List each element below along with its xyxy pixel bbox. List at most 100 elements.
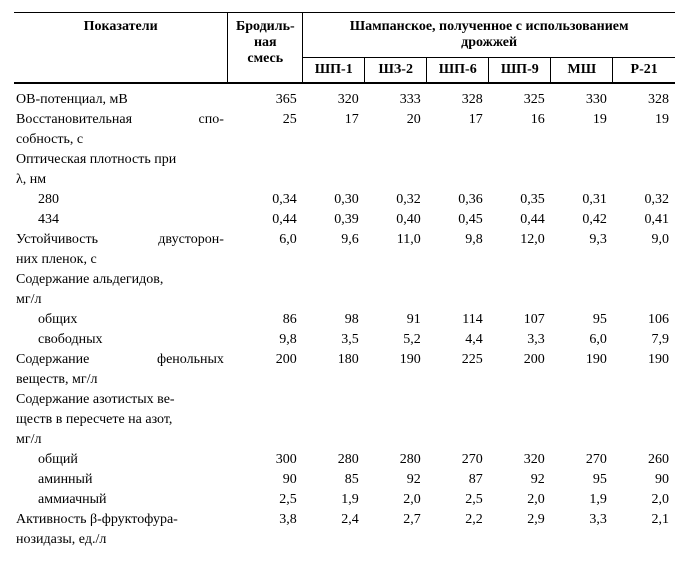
cell: 328: [427, 83, 489, 110]
row-label: собность, с: [14, 130, 228, 150]
header-ferment-line3: смесь: [247, 51, 283, 66]
cell: 9,6: [303, 230, 365, 250]
cell: 325: [489, 83, 551, 110]
cell: 0,44: [489, 210, 551, 230]
cell: 17: [303, 110, 365, 130]
row-label: аминный: [14, 470, 228, 490]
table-row: свободных9,83,55,24,43,36,07,9: [14, 330, 675, 350]
cell: 190: [365, 350, 427, 370]
header-col-5: Р-21: [613, 58, 675, 83]
row-label: мг/л: [14, 290, 228, 310]
cell: 2,5: [228, 490, 303, 510]
table-header: Показатели Бродиль- ная смесь Шампанское…: [14, 13, 675, 84]
cell: 87: [427, 470, 489, 490]
row-label: нозидазы, ед./л: [14, 530, 228, 550]
header-champagne: Шампанское, полученное с использованием …: [303, 13, 675, 58]
cell: 92: [489, 470, 551, 490]
cell: 2,4: [303, 510, 365, 530]
cell: 0,41: [613, 210, 675, 230]
cell: 2,2: [427, 510, 489, 530]
cell: 92: [365, 470, 427, 490]
cell: 328: [613, 83, 675, 110]
table-row: 4340,440,390,400,450,440,420,41: [14, 210, 675, 230]
cell: 0,39: [303, 210, 365, 230]
header-champagne-line2: дрожжей: [461, 35, 517, 50]
cell: 280: [303, 450, 365, 470]
cell: 2,0: [489, 490, 551, 510]
cell: 200: [489, 350, 551, 370]
cell: 7,9: [613, 330, 675, 350]
table-row: Содержание азотистых ве-: [14, 390, 675, 410]
cell: 280: [365, 450, 427, 470]
table-row: аминный90859287929590: [14, 470, 675, 490]
cell: 6,0: [228, 230, 303, 250]
cell: 98: [303, 310, 365, 330]
table-row: ществ в пересчете на азот,: [14, 410, 675, 430]
table-row: общий300280280270320270260: [14, 450, 675, 470]
row-label: λ, нм: [14, 170, 228, 190]
cell: 114: [427, 310, 489, 330]
table-row: ОВ-потенциал, мВ365320333328325330328: [14, 83, 675, 110]
cell: 12,0: [489, 230, 551, 250]
cell: 365: [228, 83, 303, 110]
empty-cell: [228, 170, 675, 190]
table-body: ОВ-потенциал, мВ365320333328325330328Вос…: [14, 83, 675, 550]
empty-cell: [228, 130, 675, 150]
row-label: мг/л: [14, 430, 228, 450]
table-row: 2800,340,300,320,360,350,310,32: [14, 190, 675, 210]
row-label: ОВ-потенциал, мВ: [14, 83, 228, 110]
cell: 0,30: [303, 190, 365, 210]
table-row: веществ, мг/л: [14, 370, 675, 390]
cell: 9,8: [427, 230, 489, 250]
cell: 19: [613, 110, 675, 130]
cell: 16: [489, 110, 551, 130]
cell: 95: [551, 310, 613, 330]
cell: 180: [303, 350, 365, 370]
cell: 0,35: [489, 190, 551, 210]
cell: 9,3: [551, 230, 613, 250]
header-col-3: ШП-9: [489, 58, 551, 83]
cell: 4,4: [427, 330, 489, 350]
cell: 3,3: [551, 510, 613, 530]
cell: 20: [365, 110, 427, 130]
cell: 0,31: [551, 190, 613, 210]
cell: 270: [551, 450, 613, 470]
cell: 11,0: [365, 230, 427, 250]
cell: 1,9: [551, 490, 613, 510]
row-label: Восстановительная спо-: [14, 110, 228, 130]
cell: 270: [427, 450, 489, 470]
empty-cell: [228, 410, 675, 430]
cell: 9,0: [613, 230, 675, 250]
header-indicators: Показатели: [14, 13, 228, 83]
table-row: Содержание фенольных20018019022520019019…: [14, 350, 675, 370]
row-label: общий: [14, 450, 228, 470]
cell: 17: [427, 110, 489, 130]
cell: 5,2: [365, 330, 427, 350]
row-label: общих: [14, 310, 228, 330]
row-label: Содержание азотистых ве-: [14, 390, 228, 410]
table-row: нозидазы, ед./л: [14, 530, 675, 550]
row-label: 280: [14, 190, 228, 210]
cell: 300: [228, 450, 303, 470]
cell: 320: [303, 83, 365, 110]
cell: 9,8: [228, 330, 303, 350]
row-label: Содержание альдегидов,: [14, 270, 228, 290]
cell: 3,3: [489, 330, 551, 350]
cell: 0,42: [551, 210, 613, 230]
cell: 190: [551, 350, 613, 370]
table-row: λ, нм: [14, 170, 675, 190]
cell: 6,0: [551, 330, 613, 350]
cell: 2,0: [613, 490, 675, 510]
cell: 25: [228, 110, 303, 130]
table-row: мг/л: [14, 290, 675, 310]
empty-cell: [228, 530, 675, 550]
cell: 19: [551, 110, 613, 130]
cell: 3,5: [303, 330, 365, 350]
header-col-0: ШП-1: [303, 58, 365, 83]
cell: 260: [613, 450, 675, 470]
header-ferment-line2: ная: [254, 35, 277, 50]
empty-cell: [228, 250, 675, 270]
cell: 190: [613, 350, 675, 370]
cell: 0,32: [613, 190, 675, 210]
cell: 330: [551, 83, 613, 110]
